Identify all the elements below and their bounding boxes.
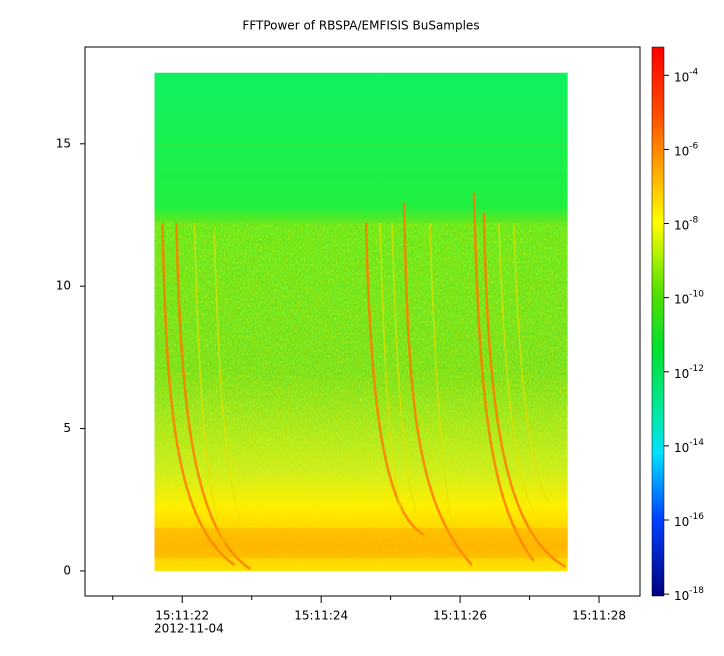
- x-date-label: 2012-11-04: [154, 622, 224, 636]
- colorbar-tick-exponent: -18: [689, 586, 704, 596]
- colorbar-tick-base: 10: [674, 589, 689, 603]
- colorbar-tick-label: 10-8: [674, 215, 699, 232]
- colorbar-tick-exponent: -12: [689, 363, 704, 373]
- colorbar-tick-label: 10-4: [674, 67, 699, 84]
- colorbar-tick-base: 10: [674, 440, 689, 454]
- y-tick-label: 0: [63, 563, 71, 577]
- colorbar-tick-label: 10-18: [674, 586, 704, 603]
- colorbar-tick-base: 10: [674, 515, 689, 529]
- colorbar-tick-base: 10: [674, 70, 689, 84]
- colorbar-tick-label: 10-12: [674, 363, 704, 380]
- colorbar-tick-label: 10-14: [674, 437, 704, 454]
- plot-frame: [84, 46, 641, 597]
- colorbar-tick-label: 10-16: [674, 512, 704, 529]
- colorbar-tick-exponent: -8: [689, 215, 698, 225]
- colorbar-tick-exponent: -14: [689, 437, 704, 447]
- colorbar-tick-base: 10: [674, 218, 689, 232]
- colorbar-tick-base: 10: [674, 292, 689, 306]
- colorbar-tick-exponent: -16: [689, 512, 704, 522]
- spectrogram: [154, 72, 568, 571]
- colorbar-tick-base: 10: [674, 366, 689, 380]
- x-tick-label: 15:11:24: [294, 609, 348, 623]
- x-tick-label: 15:11:28: [572, 609, 626, 623]
- y-tick-label: 15: [56, 136, 71, 150]
- x-tick-label: 15:11:22: [155, 609, 209, 623]
- colorbar-tick-base: 10: [674, 144, 689, 158]
- colorbar-tick-exponent: -4: [689, 67, 698, 77]
- y-tick-label: 10: [56, 279, 71, 293]
- colorbar-tick-label: 10-6: [674, 141, 699, 158]
- colorbar-tick-exponent: -10: [689, 289, 704, 299]
- colorbar-tick-label: 10-10: [674, 289, 704, 306]
- x-tick-label: 15:11:26: [433, 609, 487, 623]
- colorbar: [651, 46, 665, 597]
- chart-title: FFTPower of RBSPA/EMFISIS BuSamples: [242, 19, 479, 33]
- colorbar-tick-exponent: -6: [689, 141, 698, 151]
- y-tick-label: 5: [63, 421, 71, 435]
